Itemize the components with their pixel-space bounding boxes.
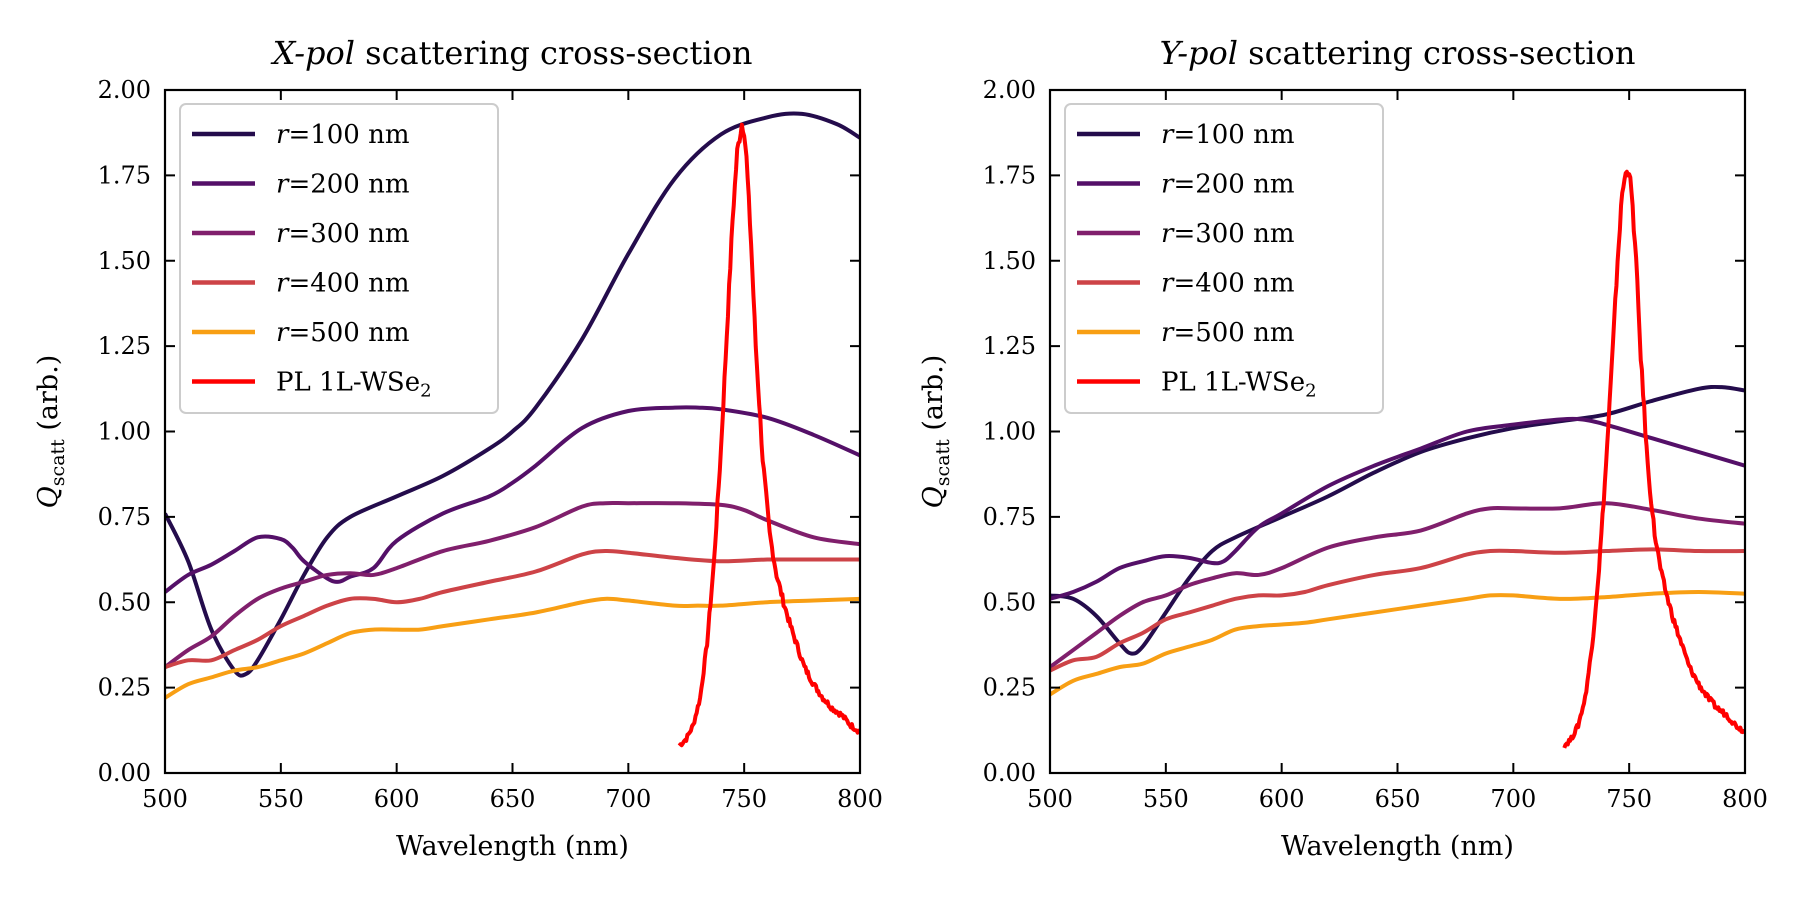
legend-label: r=400 nm: [1161, 269, 1295, 299]
x-tick-label: 650: [1375, 785, 1421, 813]
axis-ticks: 500 550 600 650 700 750 800 0.00 0.25 0.50 0.75 1.0…: [983, 76, 1768, 813]
legend-item-r-200-nm: r=200 nm: [192, 170, 410, 200]
legend-label: r=300 nm: [276, 219, 410, 249]
legend-label: PL 1L-WSe2: [1161, 368, 1317, 402]
chart-title: Y-pol scattering cross-section: [1160, 34, 1636, 72]
x-tick-label: 700: [605, 785, 651, 813]
x-tick-label: 650: [490, 785, 536, 813]
series-line-r-400-nm: [165, 548, 860, 670]
series-line-r-300-nm: [165, 500, 860, 669]
y-tick-label: 0.00: [98, 759, 151, 787]
x-axis-label: Wavelength (nm): [1281, 831, 1514, 862]
legend-item-r-300-nm: r=300 nm: [1077, 219, 1295, 249]
legend-item-r-400-nm: r=400 nm: [192, 269, 410, 299]
x-tick-label: 500: [1027, 785, 1073, 813]
x-tick-label: 800: [1722, 785, 1768, 813]
legend-item-r-300-nm: r=300 nm: [192, 219, 410, 249]
x-tick-label: 750: [721, 785, 767, 813]
legend-label: r=100 nm: [1161, 120, 1295, 150]
series-lines: [165, 111, 860, 748]
plot-frame: [163, 88, 862, 775]
legend-label: r=200 nm: [1161, 170, 1295, 200]
y-tick-label: 2.00: [98, 76, 151, 104]
series-line-r-500-nm: [165, 596, 860, 700]
axis-ticks: 500 550 600 650 700 750 800 0.00 0.25 0.50 0.75 1.0…: [98, 76, 883, 813]
x-tick-label: 600: [374, 785, 420, 813]
series-line-r-100-nm: [165, 111, 860, 678]
legend-item-r-200-nm: r=200 nm: [1077, 170, 1295, 200]
y-tick-label: 1.00: [983, 418, 1036, 446]
series-line-r-300-nm: [1050, 501, 1745, 669]
series-line-r-200-nm: [1050, 416, 1745, 601]
x-tick-label: 550: [258, 785, 304, 813]
legend-item-pl-1l-wse2: PL 1L-WSe2: [1077, 368, 1317, 402]
series-line-pl-1l-wse2: [677, 122, 860, 748]
series-line-r-400-nm: [1050, 547, 1745, 673]
y-tick-label: 0.75: [98, 503, 151, 531]
y-tick-label: 1.75: [983, 161, 1036, 189]
legend-box: [1064, 103, 1384, 414]
y-tick-label: 1.50: [98, 247, 151, 275]
y-tick-label: 0.50: [983, 588, 1036, 616]
legend-label: r=500 nm: [1161, 318, 1295, 348]
legend-item-r-500-nm: r=500 nm: [1077, 318, 1295, 348]
legend-label: r=500 nm: [276, 318, 410, 348]
legend-label: r=200 nm: [276, 170, 410, 200]
chart-panel-x-pol: X-pol scattering cross-section 500 550 600 6…: [33, 34, 883, 862]
x-tick-label: 700: [1490, 785, 1536, 813]
y-tick-label: 2.00: [983, 76, 1036, 104]
legend-label: PL 1L-WSe2: [276, 368, 432, 402]
series-lines: [1050, 169, 1745, 749]
legend-label: r=400 nm: [276, 269, 410, 299]
y-axis-label: Qscatt (arb.): [33, 355, 69, 509]
series-line-pl-1l-wse2: [1562, 169, 1745, 749]
legend-label: r=300 nm: [1161, 219, 1295, 249]
y-axis-label: Qscatt (arb.): [918, 355, 954, 509]
y-tick-label: 0.25: [98, 674, 151, 702]
y-tick-label: 1.50: [983, 247, 1036, 275]
series-line-r-500-nm: [1050, 590, 1745, 697]
x-axis-label: Wavelength (nm): [396, 831, 629, 862]
legend-item-r-100-nm: r=100 nm: [192, 120, 410, 150]
legend-item-r-400-nm: r=400 nm: [1077, 269, 1295, 299]
y-tick-label: 0.00: [983, 759, 1036, 787]
chart-title: X-pol scattering cross-section: [270, 34, 753, 72]
y-tick-label: 1.00: [98, 418, 151, 446]
x-tick-label: 800: [837, 785, 883, 813]
y-tick-label: 1.75: [98, 161, 151, 189]
legend-item-pl-1l-wse2: PL 1L-WSe2: [192, 368, 432, 402]
legend: r=100 nm r=200 nm r=300 nm r=400 nm r=500 nm…: [179, 103, 499, 414]
x-tick-label: 550: [1143, 785, 1189, 813]
plot-frame: [1048, 88, 1747, 775]
series-line-r-200-nm: [165, 405, 860, 594]
legend-box: [179, 103, 499, 414]
chart-panel-y-pol: Y-pol scattering cross-section 500 550 600 6…: [918, 34, 1768, 862]
x-tick-label: 750: [1606, 785, 1652, 813]
legend-item-r-500-nm: r=500 nm: [192, 318, 410, 348]
y-tick-label: 1.25: [983, 332, 1036, 360]
y-tick-label: 0.50: [98, 588, 151, 616]
legend-label: r=100 nm: [276, 120, 410, 150]
x-tick-label: 600: [1259, 785, 1305, 813]
y-tick-label: 0.75: [983, 503, 1036, 531]
legend: r=100 nm r=200 nm r=300 nm r=400 nm r=500 nm…: [1064, 103, 1384, 414]
y-tick-label: 0.25: [983, 674, 1036, 702]
series-line-r-100-nm: [1050, 384, 1745, 656]
x-tick-label: 500: [142, 785, 188, 813]
y-tick-label: 1.25: [98, 332, 151, 360]
legend-item-r-100-nm: r=100 nm: [1077, 120, 1295, 150]
